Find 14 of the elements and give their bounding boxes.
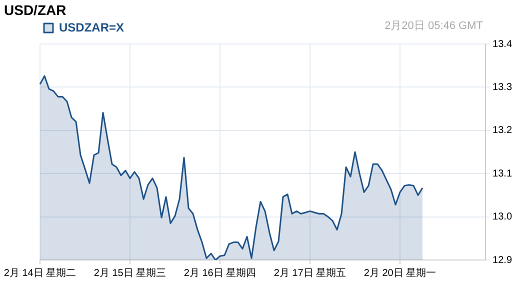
text: 2月20日 05:46 GMT [384,19,483,33]
y-tick-label: 13.1 [492,168,512,180]
y-tick-label: 13.4 [492,38,512,50]
y-tick-label: 13.2 [492,125,512,136]
x-tick-label: 2月 17日 星期五 [274,266,346,279]
y-tick-label: 13.3 [492,82,512,93]
chart-title: USD/ZAR [4,2,66,18]
legend-label: USDZAR=X [59,20,124,34]
x-tick-label: 2月 15日 星期三 [94,266,166,279]
x-tick-label: 2月 14日 星期二 [4,266,76,279]
y-tick-label: 12.9 [492,254,512,266]
x-tick-label: 2月 16日 星期四 [184,266,256,279]
x-tick-label: 2月 20日 星期一 [364,266,436,279]
y-tick-label: 13.0 [492,212,512,223]
